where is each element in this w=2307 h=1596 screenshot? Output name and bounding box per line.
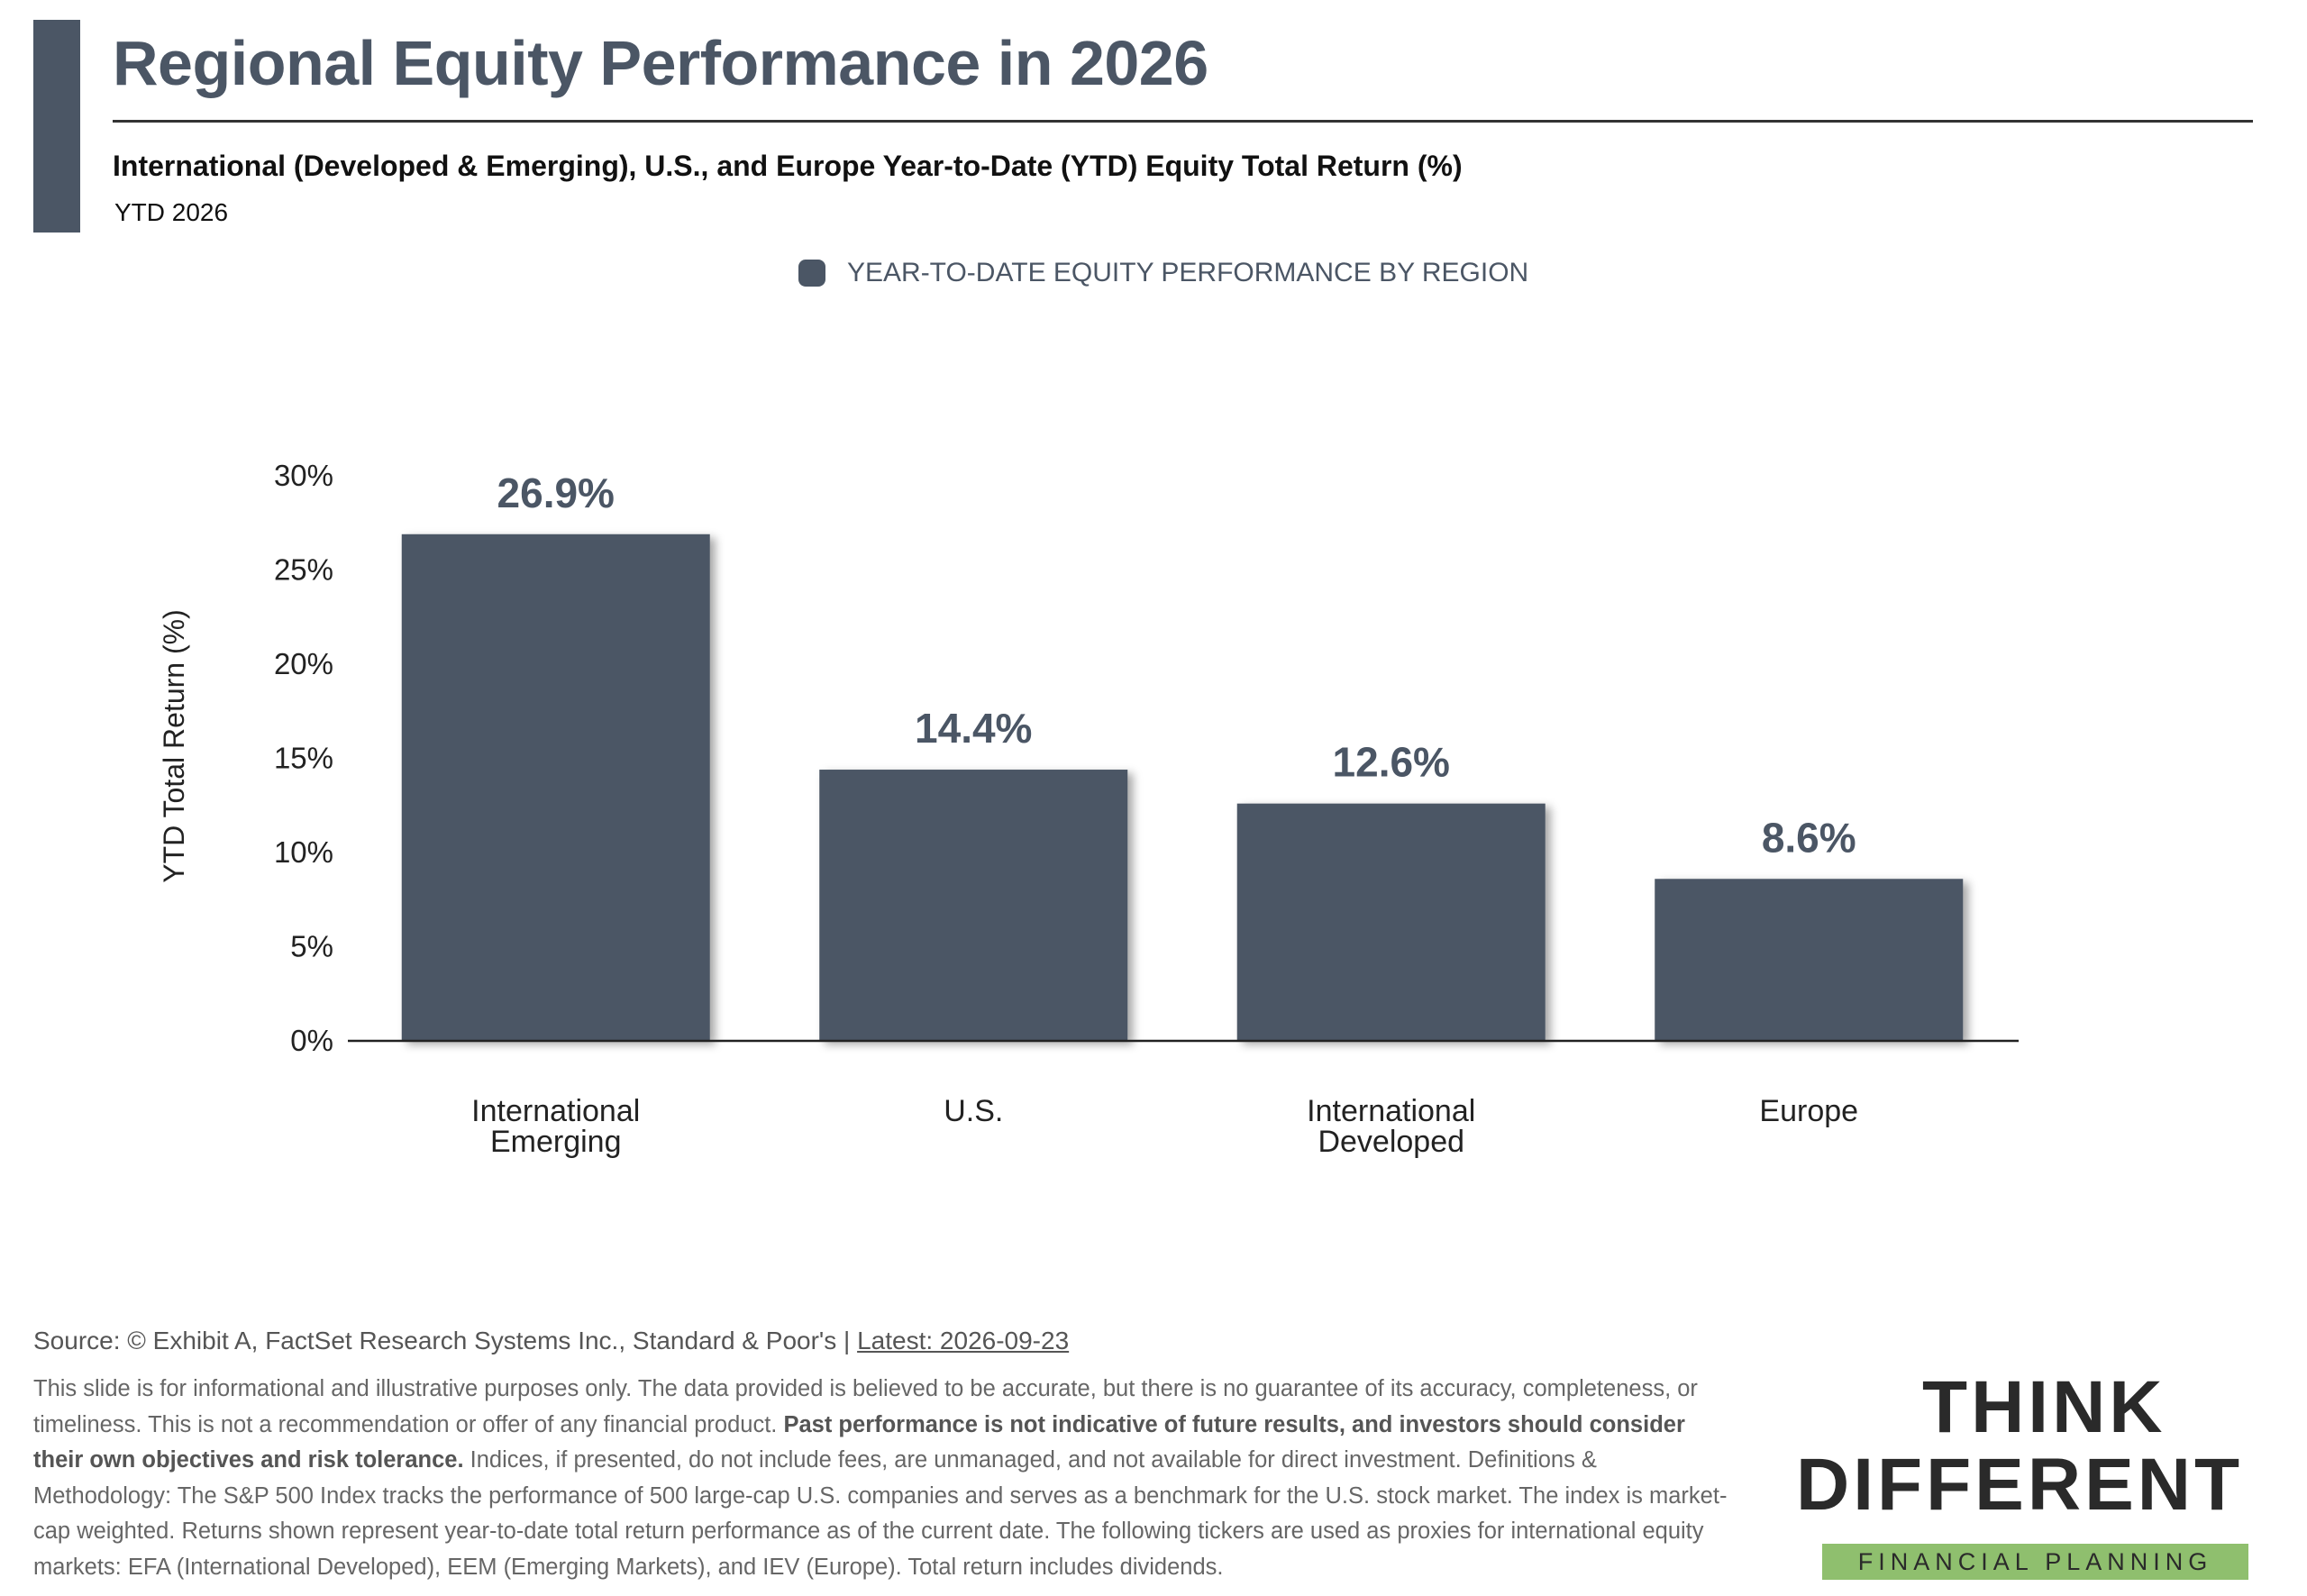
x-tick-label: International Developed — [1307, 1094, 1475, 1159]
data-label: 14.4% — [915, 705, 1032, 752]
source-line: Source: © Exhibit A, FactSet Research Sy… — [33, 1327, 1069, 1355]
y-tick-label: 0% — [290, 1024, 333, 1057]
page-title: Regional Equity Performance in 2026 — [113, 28, 1208, 98]
bar — [1655, 879, 1964, 1041]
y-tick-label: 30% — [274, 459, 333, 492]
y-axis-title: YTD Total Return (%) — [158, 609, 190, 883]
bar — [401, 534, 710, 1041]
logo-tagline-band: FINANCIAL PLANNING — [1822, 1544, 2248, 1580]
y-tick-label: 15% — [274, 742, 333, 775]
bar — [1236, 803, 1546, 1041]
y-tick-label: 5% — [290, 930, 333, 963]
disclaimer: This slide is for informational and illu… — [33, 1372, 1728, 1585]
bar — [819, 770, 1128, 1041]
logo-line-2: DIFFERENT — [1796, 1444, 2244, 1526]
latest-date-link[interactable]: Latest: 2026-09-23 — [857, 1327, 1070, 1354]
logo-line-1: THINK — [1922, 1366, 2166, 1448]
legend-label: YEAR-TO-DATE EQUITY PERFORMANCE BY REGIO… — [847, 258, 1529, 287]
y-tick-label: 25% — [274, 553, 333, 587]
disclaimer-text-2: Indices, if presented, do not include fe… — [33, 1447, 1728, 1580]
legend-swatch — [798, 260, 825, 287]
title-accent-bar — [33, 20, 80, 233]
chart-legend: YEAR-TO-DATE EQUITY PERFORMANCE BY REGIO… — [798, 258, 1528, 288]
bar-chart: YTD Total Return (%) 0% 5% 10% 15% 20% 25% 30%… — [158, 459, 2019, 1159]
y-tick-label: 10% — [274, 835, 333, 869]
x-tick-label: International Emerging — [471, 1094, 640, 1159]
disclaimer-bold-text: Past performance is not indicative of fu… — [33, 1411, 1685, 1473]
data-label: 8.6% — [1762, 814, 1856, 861]
title-divider — [113, 120, 2253, 123]
period-label: YTD 2026 — [114, 198, 229, 226]
company-logo: THINK DIFFERENT FINANCIAL PLANNING — [1789, 1365, 2275, 1582]
chart-subtitle: International (Developed & Emerging), U.… — [113, 150, 1463, 182]
disclaimer-text-1: This slide is for informational and illu… — [33, 1376, 1698, 1437]
source-text: Source: © Exhibit A, FactSet Research Sy… — [33, 1327, 858, 1354]
data-label: 12.6% — [1333, 739, 1450, 786]
logo-tagline: FINANCIAL PLANNING — [1857, 1548, 2213, 1575]
y-tick-label: 20% — [274, 647, 333, 680]
x-tick-label: Europe — [1759, 1094, 1858, 1128]
x-tick-label: U.S. — [944, 1094, 1003, 1128]
data-label: 26.9% — [497, 470, 615, 516]
